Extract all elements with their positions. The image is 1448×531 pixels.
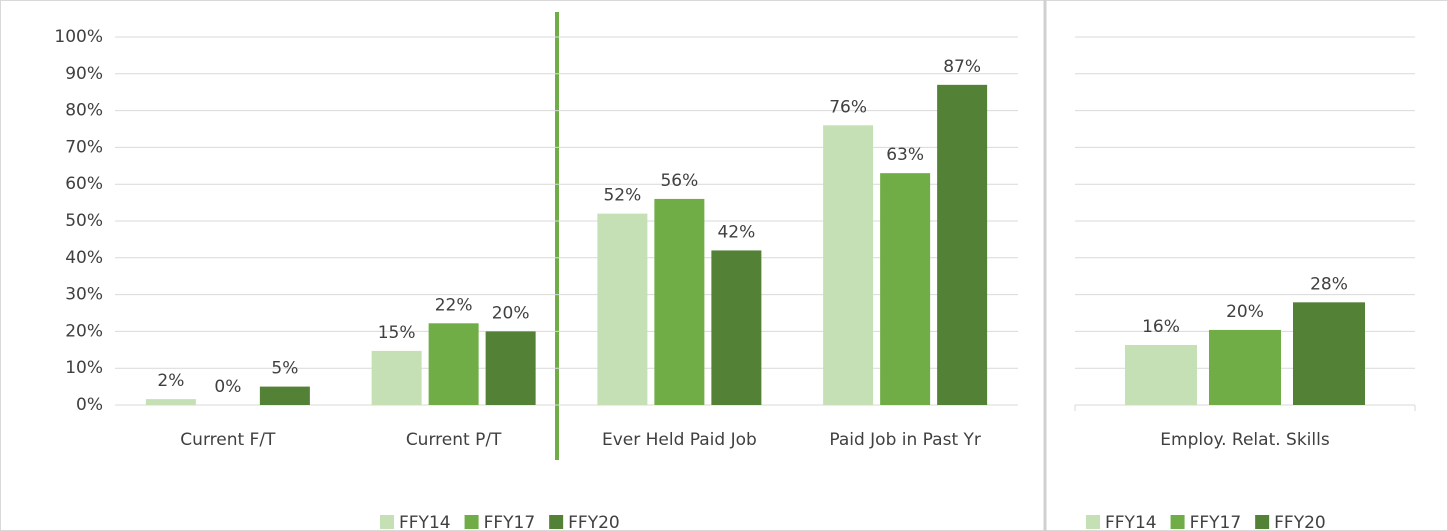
y-tick-label: 0%: [76, 395, 103, 415]
bar: [937, 84, 988, 405]
legend-swatch: [380, 515, 394, 529]
legend-label: FFY20: [568, 513, 620, 531]
data-label: 16%: [1142, 317, 1180, 337]
legend-label: FFY14: [399, 513, 451, 531]
y-tick-label: 10%: [65, 358, 103, 378]
x-tick-label: Employ. Relat. Skills: [1160, 430, 1330, 450]
y-tick-label: 100%: [54, 27, 103, 47]
bar: [485, 331, 536, 405]
data-label: 20%: [1226, 302, 1264, 322]
y-tick-label: 30%: [65, 285, 103, 305]
y-tick-label: 50%: [65, 211, 103, 231]
bar: [145, 399, 196, 405]
data-label: 28%: [1310, 274, 1348, 294]
y-tick-label: 20%: [65, 321, 103, 341]
legend-swatch: [464, 515, 479, 529]
legend-label: FFY14: [1105, 513, 1157, 531]
data-label: 0%: [214, 377, 241, 397]
bar: [1293, 302, 1365, 405]
data-label: 5%: [271, 359, 298, 379]
bar: [823, 125, 874, 405]
x-tick-label: Current F/T: [180, 430, 276, 450]
bar: [259, 386, 310, 405]
data-label: 52%: [603, 186, 641, 206]
data-label: 87%: [943, 57, 981, 77]
legend-swatch: [1086, 515, 1100, 529]
bar: [654, 198, 705, 405]
data-label: 2%: [157, 371, 184, 391]
data-label: 42%: [717, 222, 755, 242]
x-tick-label: Paid Job in Past Yr: [829, 430, 981, 450]
bar: [597, 213, 648, 405]
legend-label: FFY17: [1190, 513, 1242, 531]
x-tick-label: Ever Held Paid Job: [602, 430, 757, 450]
data-label: 63%: [886, 145, 924, 165]
data-label: 15%: [378, 323, 416, 343]
x-tick-label: Current P/T: [406, 430, 502, 450]
legend-label: FFY17: [484, 513, 536, 531]
data-label: 22%: [435, 295, 473, 315]
bar: [711, 250, 762, 405]
y-tick-label: 70%: [65, 137, 103, 157]
legend-swatch: [1255, 515, 1270, 529]
data-label: 76%: [829, 97, 867, 117]
legend-swatch: [1170, 515, 1185, 529]
bar: [1209, 329, 1281, 405]
y-tick-label: 80%: [65, 101, 103, 121]
bar: [880, 173, 931, 405]
data-label: 20%: [492, 303, 530, 323]
y-tick-label: 90%: [65, 64, 103, 84]
bar: [371, 350, 422, 405]
y-tick-label: 60%: [65, 174, 103, 194]
legend-swatch: [549, 515, 564, 529]
data-label: 56%: [660, 171, 698, 191]
bar: [428, 323, 479, 405]
y-tick-label: 40%: [65, 248, 103, 268]
legend-label: FFY20: [1274, 513, 1326, 531]
bar: [1125, 345, 1197, 405]
